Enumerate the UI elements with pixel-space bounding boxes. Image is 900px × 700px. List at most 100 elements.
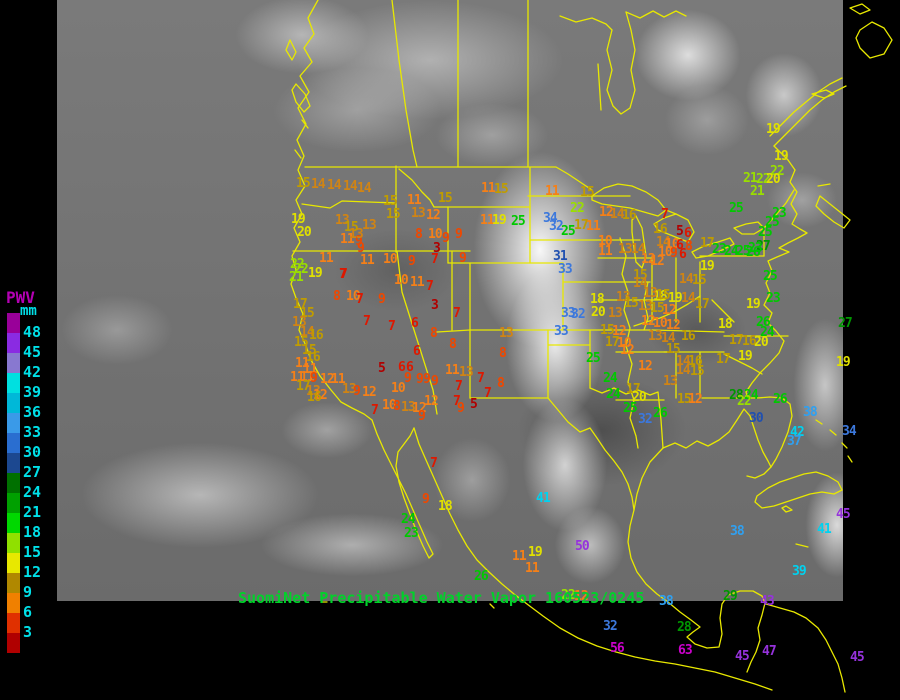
station-pwv-value: 19 bbox=[308, 266, 323, 281]
station-pwv-value: 15 bbox=[344, 220, 359, 235]
station-pwv-value: 14 bbox=[656, 235, 671, 250]
station-pwv-value: 16 bbox=[681, 329, 696, 344]
legend-value-label: 12 bbox=[23, 563, 42, 581]
station-pwv-value: 9 bbox=[353, 384, 361, 399]
station-pwv-value: 12 bbox=[641, 252, 656, 267]
station-pwv-value: 10 bbox=[391, 381, 406, 396]
station-pwv-value: 41 bbox=[817, 522, 832, 537]
legend-value-label: 21 bbox=[23, 503, 42, 521]
station-pwv-value: 8 bbox=[497, 376, 505, 391]
station-pwv-value: 12 bbox=[313, 388, 328, 403]
station-pwv-value: 9 bbox=[457, 401, 465, 416]
station-pwv-value: 14 bbox=[681, 291, 696, 306]
station-pwv-value: 10 bbox=[665, 237, 680, 252]
legend-swatch bbox=[7, 633, 20, 653]
station-pwv-value: 14 bbox=[679, 272, 694, 287]
station-pwv-value: 18 bbox=[653, 289, 668, 304]
station-pwv-value: 7 bbox=[371, 403, 379, 418]
station-pwv-value: 23 bbox=[712, 242, 727, 257]
caption-timestamp: 160523/0245 bbox=[545, 589, 645, 607]
station-pwv-value: 6 bbox=[411, 316, 419, 331]
station-pwv-value: 12 bbox=[638, 359, 653, 374]
station-pwv-value: 10 bbox=[617, 336, 632, 351]
station-pwv-value: 8 bbox=[415, 227, 423, 242]
station-pwv-value: 11 bbox=[598, 244, 613, 259]
station-pwv-value: 25 bbox=[511, 214, 526, 229]
station-pwv-value: 12 bbox=[688, 392, 703, 407]
legend-value-label: 48 bbox=[23, 323, 42, 341]
station-pwv-value: 38 bbox=[803, 405, 818, 420]
station-pwv-value: 23 bbox=[404, 526, 419, 541]
station-pwv-value: 16 bbox=[742, 334, 757, 349]
station-pwv-value: 12 bbox=[666, 318, 681, 333]
station-pwv-value: 22 bbox=[570, 201, 585, 216]
station-pwv-value: 18 bbox=[438, 499, 453, 514]
station-pwv-value: 25 bbox=[586, 351, 601, 366]
station-pwv-value: 19 bbox=[738, 349, 753, 364]
station-pwv-value: 30 bbox=[749, 411, 764, 426]
station-pwv-value: 41 bbox=[536, 491, 551, 506]
station-pwv-value: 12 bbox=[412, 401, 427, 416]
station-pwv-value: 19 bbox=[291, 212, 306, 227]
station-pwv-value: 32 bbox=[549, 219, 564, 234]
station-pwv-value: 63 bbox=[678, 643, 693, 658]
station-pwv-value: 20 bbox=[754, 335, 769, 350]
station-pwv-value: 11 bbox=[340, 232, 355, 247]
station-pwv-value: 19 bbox=[746, 297, 761, 312]
caption: SuomiNet Precipitable Water Vapor 160523… bbox=[238, 589, 644, 607]
station-pwv-value: 10 bbox=[382, 398, 397, 413]
station-pwv-value: 7 bbox=[484, 386, 492, 401]
station-pwv-value: 5 bbox=[676, 224, 684, 239]
legend-swatch bbox=[7, 413, 20, 433]
station-pwv-value: 7 bbox=[388, 319, 396, 334]
station-pwv-value: 9 bbox=[416, 372, 424, 387]
station-pwv-value: 3 bbox=[433, 241, 441, 256]
station-pwv-value: 11 bbox=[331, 372, 346, 387]
legend-value-label: 27 bbox=[23, 463, 42, 481]
station-pwv-value: 20 bbox=[297, 225, 312, 240]
station-pwv-value: 15 bbox=[656, 288, 671, 303]
station-pwv-value: 26 bbox=[756, 315, 771, 330]
station-pwv-value: 12 bbox=[320, 372, 335, 387]
station-pwv-value: 11 bbox=[290, 370, 305, 385]
station-pwv-value: 32 bbox=[603, 619, 618, 634]
station-pwv-value: 14 bbox=[676, 363, 691, 378]
legend-swatch bbox=[7, 313, 20, 333]
station-pwv-value: 26 bbox=[773, 392, 788, 407]
station-pwv-value: 19 bbox=[774, 149, 789, 164]
legend-swatch bbox=[7, 613, 20, 633]
station-pwv-value: 50 bbox=[575, 539, 590, 554]
station-pwv-value: 15 bbox=[494, 182, 509, 197]
legend-swatch bbox=[7, 533, 20, 553]
legend-value-label: 36 bbox=[23, 403, 42, 421]
station-pwv-value: 24 bbox=[760, 325, 775, 340]
station-pwv-value: 13 bbox=[618, 242, 633, 257]
station-pwv-value: 25 bbox=[736, 244, 751, 259]
station-pwv-value: 16 bbox=[306, 350, 321, 365]
station-pwv-value: 9 bbox=[431, 374, 439, 389]
legend-swatch bbox=[7, 433, 20, 453]
legend-swatch bbox=[7, 553, 20, 573]
station-pwv-value: 15 bbox=[600, 323, 615, 338]
station-pwv-value: 13 bbox=[342, 382, 357, 397]
station-pwv-value: 13 bbox=[638, 299, 653, 314]
station-pwv-value: 14 bbox=[311, 177, 326, 192]
station-pwv-value: 33 bbox=[558, 262, 573, 277]
legend-title: PWV bbox=[6, 288, 35, 307]
station-pwv-value: 18 bbox=[718, 317, 733, 332]
station-pwv-value: 16 bbox=[309, 328, 324, 343]
station-pwv-value: 26 bbox=[746, 245, 761, 260]
station-pwv-value: 15 bbox=[650, 301, 665, 316]
station-pwv-value: 6 bbox=[679, 247, 687, 262]
station-pwv-value: 8 bbox=[449, 337, 457, 352]
station-pwv-value: 20 bbox=[766, 172, 781, 187]
legend-swatch bbox=[7, 353, 20, 373]
station-pwv-value: 11 bbox=[512, 549, 527, 564]
station-pwv-value: 45 bbox=[836, 507, 851, 522]
station-pwv-value: 11 bbox=[480, 213, 495, 228]
station-pwv-value: 32 bbox=[571, 307, 586, 322]
station-pwv-value: 19 bbox=[668, 291, 683, 306]
station-pwv-value: 19 bbox=[700, 259, 715, 274]
legend-value-label: 3 bbox=[23, 623, 33, 641]
